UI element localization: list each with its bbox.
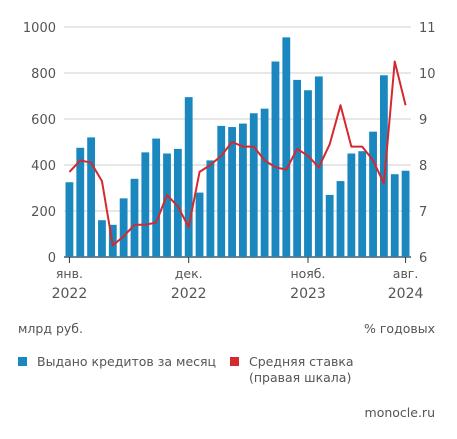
right-tick-label: 6 [419,251,427,266]
legend-label-rate: Средняя ставка (правая шкала) [249,354,354,386]
x-tick-label-year: 2022 [52,286,88,302]
bar [98,220,106,257]
legend-label-loans: Выдано кредитов за месяц [37,354,217,369]
legend-swatch-loans [18,357,27,366]
bar [76,147,85,257]
bar [401,170,410,257]
bar [152,138,161,257]
bar [325,194,334,257]
bar [271,61,280,257]
legend-item-rate: Средняя ставка (правая шкала) [230,354,354,386]
rate-line [68,60,407,247]
x-tick-label-year: 2024 [388,286,424,302]
x-tick-label-month: янв. [56,266,83,281]
bar [217,125,226,258]
bar [87,137,96,257]
bar [369,131,377,257]
right-axis-unit: % годовых [364,321,435,336]
bar [390,174,399,257]
left-axis-unit: млрд руб. [18,321,83,336]
right-tick-label: 8 [419,159,427,174]
legend-label-rate-line2: (правая шкала) [249,370,352,385]
bar [282,37,291,257]
left-tick-label: 0 [48,251,56,266]
bar [379,75,388,257]
bar [184,97,193,258]
right-tick-label: 11 [419,21,436,36]
legend-label-rate-line1: Средняя ставка [249,354,354,369]
left-tick-label: 800 [31,67,56,82]
right-tick-label: 7 [419,205,427,220]
bar [228,127,236,257]
x-tick-label-month: авг. [393,266,419,281]
right-tick-label: 10 [419,67,436,82]
x-tick-label-year: 2022 [171,286,207,302]
x-tick-label-year: 2023 [290,286,326,302]
legend-swatch-rate [230,357,239,366]
bar [173,148,182,257]
bar [195,192,204,257]
bar [163,153,171,257]
bar [141,152,150,257]
left-tick-label: 1000 [23,21,56,36]
x-tick-label-month: нояб. [290,266,325,281]
bar [304,90,312,257]
bar [65,182,74,257]
left-tick-label: 400 [31,159,56,174]
bar [260,108,269,258]
left-tick-label: 200 [31,205,56,220]
bar [347,153,356,257]
bar [358,151,367,257]
axes: 0 200 400 600 800 1000 6 7 8 9 10 11 янв. 2022 дек. 202… [23,21,436,302]
bar [119,198,128,257]
bar [249,113,258,257]
bar [130,178,139,257]
bar [336,181,345,257]
legend-item-loans: Выдано кредитов за месяц [18,354,216,370]
bar [206,160,215,257]
source-label: monocle.ru [364,405,435,420]
bar [293,79,302,258]
left-tick-label: 600 [31,113,56,128]
bar [239,123,247,257]
x-tick-label-month: дек. [175,266,203,281]
right-tick-label: 9 [419,113,427,128]
